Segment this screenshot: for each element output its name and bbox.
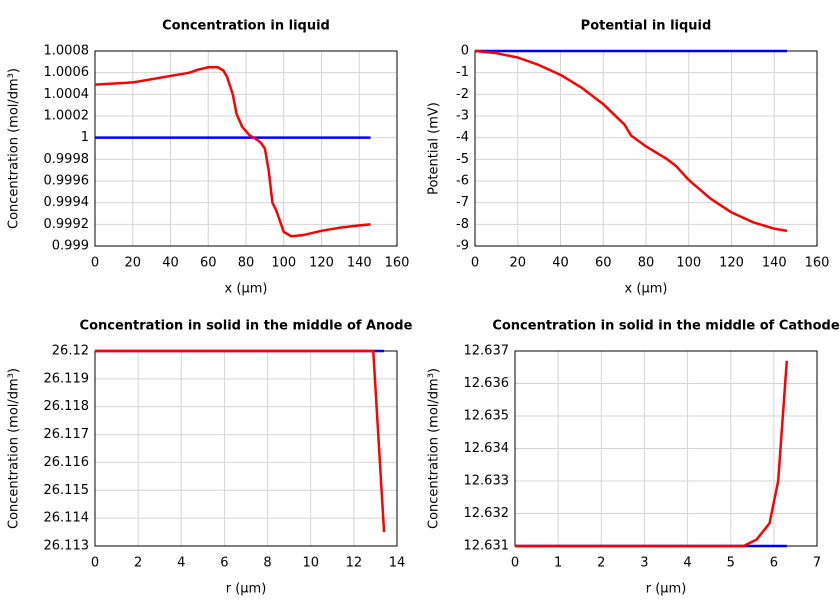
y-tick-label: 26.116: [44, 455, 90, 470]
y-tick-label: -4: [456, 130, 469, 145]
data-line: [515, 360, 789, 548]
chart-title: Potential in liquid: [581, 19, 712, 34]
x-tick-label: 0: [91, 556, 99, 571]
x-tick-label: 0: [91, 256, 99, 271]
y-tick-label: 1.0006: [44, 65, 90, 80]
y-tick-label: 1.0004: [44, 87, 90, 102]
y-tick-label: -5: [456, 152, 469, 167]
x-tick-label: 4: [177, 556, 185, 571]
plot-frame: [94, 50, 398, 247]
chart-title: Concentration in liquid: [162, 19, 330, 34]
x-tick-label: 160: [385, 256, 410, 271]
x-tick-label: 7: [813, 556, 821, 571]
y-tick-label: 12.637: [464, 344, 510, 359]
x-tick-label: 80: [238, 256, 255, 271]
x-tick-label: 140: [762, 256, 787, 271]
x-tick-label: 0: [471, 256, 479, 271]
x-tick-label: 6: [770, 556, 778, 571]
y-tick-label: 0.999: [52, 239, 89, 254]
y-tick-label: 1.0002: [44, 109, 90, 124]
y-tick-label: -3: [456, 109, 469, 124]
x-tick-label: 14: [389, 556, 406, 571]
x-axis-label: x (µm): [625, 282, 668, 297]
y-tick-label: 12.634: [464, 441, 510, 456]
x-tick-label: 2: [134, 556, 142, 571]
data-line: [474, 49, 788, 233]
data-line: [95, 349, 386, 533]
y-tick-label: 26.114: [44, 511, 90, 526]
x-axis-label: r (µm): [226, 582, 267, 597]
y-tick-label: 0.9996: [44, 174, 90, 189]
y-tick-label: -9: [456, 239, 469, 254]
x-tick-label: 80: [638, 256, 655, 271]
x-tick-label: 60: [595, 256, 612, 271]
x-tick-label: 60: [200, 256, 217, 271]
y-tick-label: -6: [456, 174, 469, 189]
x-axis-label: x (µm): [225, 282, 268, 297]
x-tick-label: 2: [597, 556, 605, 571]
x-tick-label: 100: [676, 256, 701, 271]
x-tick-label: 40: [552, 256, 569, 271]
y-axis-label: Concentration (mol/dm³): [7, 68, 22, 229]
y-tick-label: 26.117: [44, 427, 90, 442]
y-tick-label: -8: [456, 217, 469, 232]
y-tick-label: 26.115: [44, 483, 90, 498]
y-tick-label: 0: [461, 44, 469, 59]
y-tick-label: 12.632: [464, 506, 510, 521]
y-tick-label: 0.9998: [44, 152, 90, 167]
x-tick-label: 20: [509, 256, 526, 271]
y-tick-label: 1.0008: [44, 44, 90, 59]
y-tick-label: 1: [81, 130, 89, 145]
y-axis-label: Concentration (mol/dm³): [427, 368, 442, 529]
x-tick-label: 3: [640, 556, 648, 571]
chart-title: Concentration in solid in the middle of …: [80, 319, 413, 334]
y-tick-label: 26.12: [52, 344, 89, 359]
y-tick-label: 12.633: [464, 474, 510, 489]
y-tick-label: -7: [456, 195, 469, 210]
y-tick-label: -2: [456, 87, 469, 102]
y-tick-label: 26.119: [44, 371, 90, 386]
x-tick-label: 8: [263, 556, 271, 571]
chart-title: Concentration in solid in the middle of …: [492, 319, 840, 334]
plot-frame: [94, 350, 398, 547]
x-tick-label: 5: [727, 556, 735, 571]
y-tick-label: 26.118: [44, 399, 90, 414]
x-tick-label: 120: [719, 256, 744, 271]
x-tick-label: 100: [271, 256, 296, 271]
x-tick-label: 10: [302, 556, 319, 571]
x-tick-label: 120: [309, 256, 334, 271]
y-tick-label: -1: [456, 65, 469, 80]
x-tick-label: 1: [554, 556, 562, 571]
x-tick-label: 20: [124, 256, 141, 271]
y-tick-label: 0.9992: [44, 217, 90, 232]
y-tick-label: 12.636: [464, 376, 510, 391]
y-axis-label: Concentration (mol/dm³): [7, 368, 22, 529]
y-tick-label: 26.113: [44, 539, 90, 554]
x-tick-label: 140: [347, 256, 372, 271]
x-axis-label: r (µm): [646, 582, 687, 597]
x-tick-label: 160: [805, 256, 830, 271]
y-tick-label: 12.631: [464, 539, 510, 554]
y-axis-label: Potential (mV): [427, 102, 442, 195]
x-tick-label: 0: [511, 556, 519, 571]
y-tick-label: 0.9994: [44, 195, 90, 210]
x-tick-label: 6: [220, 556, 228, 571]
x-tick-label: 4: [683, 556, 691, 571]
x-tick-label: 12: [346, 556, 363, 571]
y-tick-label: 12.635: [464, 409, 510, 424]
x-tick-label: 40: [162, 256, 179, 271]
data-line: [94, 66, 371, 238]
